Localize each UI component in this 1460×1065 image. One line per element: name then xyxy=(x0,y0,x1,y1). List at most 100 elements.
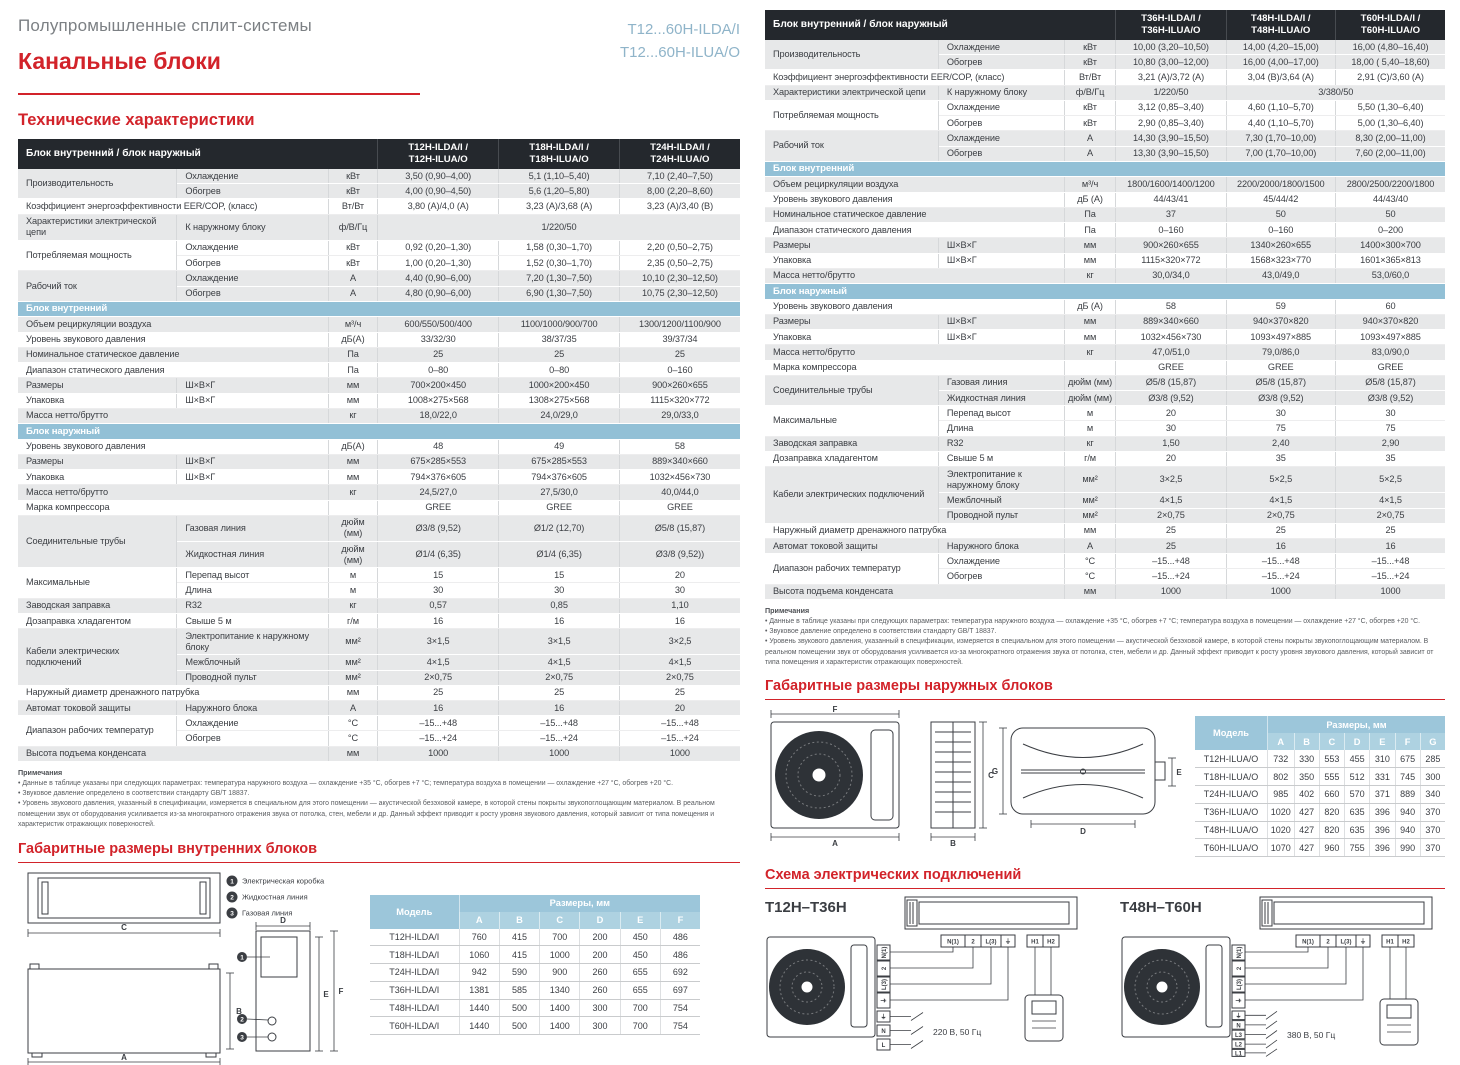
note-item: Данные в таблице указаны при следующих п… xyxy=(18,779,740,789)
table-row: Высота подъема конденсата мм 1000 1000 1000 xyxy=(765,584,1445,600)
cell-value: 4×1,5 xyxy=(619,654,740,671)
row-label: Проводной пульт xyxy=(176,670,329,686)
cell-value: 754 xyxy=(660,1016,700,1036)
cell-value: –15...+48 xyxy=(1115,553,1227,570)
column-header: E xyxy=(1369,733,1396,751)
row-label: Ш×В×Г xyxy=(176,454,329,471)
cell-value: –15...+24 xyxy=(1335,568,1445,585)
cell-value: 18,00 ( 5,40–18,60) xyxy=(1335,54,1445,71)
cell-value: 940 xyxy=(1395,803,1421,822)
cell-value: 4,40 (0,90–6,00) xyxy=(377,270,500,287)
cell-value: T12H-ILDA/I xyxy=(370,928,460,947)
row-label: Электропитание к наружному блоку xyxy=(938,466,1065,494)
cell-value: GREE xyxy=(619,500,740,516)
cell-value: 44/43/41 xyxy=(1115,192,1227,208)
cell-value: 300 xyxy=(579,1016,621,1036)
cell-value: 635 xyxy=(1344,803,1371,822)
table-row: Длина м 30 75 75 xyxy=(765,420,1445,437)
cell-value: 0,57 xyxy=(377,598,500,614)
cell-value: °С xyxy=(1064,568,1117,585)
cell-value: T24H-ILUA/O xyxy=(1195,785,1268,804)
wiring-title-1: T12H–T36H xyxy=(765,899,847,917)
table-row: T18H-ILDA/I 1060 415 1000 200 450 486 xyxy=(370,945,700,965)
cell-value: м³/ч xyxy=(328,316,379,333)
cell-value: 3×2,5 xyxy=(619,628,740,656)
row-label: Размеры xyxy=(765,314,939,331)
column-header: A xyxy=(459,911,500,929)
cell-value: кВт xyxy=(1064,54,1117,71)
cell-value: дюйм (мм) xyxy=(328,515,379,543)
table-row: Блок наружный xyxy=(765,283,1445,300)
cell-value: Па xyxy=(1064,222,1117,239)
notes-right: Примечания Данные в таблице указаны при … xyxy=(765,606,1445,669)
column-header: T48H-ILDA/I / T48H-ILUA/O xyxy=(1226,10,1336,40)
column-header: T12H-ILDA/I / T12H-ILUA/O xyxy=(377,139,500,169)
cell-value: 2200/2000/1800/1500 xyxy=(1226,176,1336,193)
row-label: Марка компрессора xyxy=(18,500,329,516)
cell-value: 10,75 (2,30–12,50) xyxy=(619,286,740,302)
table-row: Высота подъема конденсата мм 1000 1000 1000 xyxy=(18,746,740,762)
cell-value: 25 xyxy=(498,685,620,702)
table-row: Уровень звукового давления дБ(А) 33/32/30 3… xyxy=(18,332,740,348)
cell-value: 5,50 (1,30–6,40) xyxy=(1335,100,1445,117)
cell-value: 25 xyxy=(498,347,620,364)
section-title-outdoor-dims: Габаритные размеры наружных блоков xyxy=(765,678,1445,701)
table-row: Заводская заправка R32 кг 0,57 0,85 1,10 xyxy=(18,598,740,614)
dim-label-c: C xyxy=(988,771,994,780)
row-label: Блок наружный xyxy=(765,283,1445,300)
cell-value: 285 xyxy=(1420,750,1445,769)
cell-value: мм xyxy=(1064,314,1117,331)
cell-value: 371 xyxy=(1369,785,1396,804)
table-row: Уровень звукового давления дБ (А) 44/43/41… xyxy=(765,192,1445,208)
cell-value: 16 xyxy=(377,613,500,630)
cell-value: 370 xyxy=(1420,803,1445,822)
cell-value: 0–80 xyxy=(498,362,620,379)
cell-value: 1,58 (0,30–1,70) xyxy=(498,240,620,257)
dim-label-e: E xyxy=(323,990,329,999)
cell-value: 1308×275×568 xyxy=(498,393,620,409)
cell-value: 14,00 (4,20–15,00) xyxy=(1226,39,1336,56)
row-label: Высота подъема конденсата xyxy=(765,584,1065,600)
table-row: T12H-ILDA/I 760 415 700 200 450 486 xyxy=(370,928,700,947)
row-label: Характеристики электрической цепи xyxy=(765,85,939,101)
cell-value: 83,0/90,0 xyxy=(1335,344,1445,361)
cell-value: 1/220/50 xyxy=(1115,85,1227,101)
table-row: Производительность Охлаждение кВт 10,00 (3,… xyxy=(765,39,1445,71)
legend-num-3: 3 xyxy=(230,910,234,917)
cell-value: кВт xyxy=(1064,39,1117,56)
table-row: Соединительные трубы Газовая линия дюйм (м… xyxy=(18,515,740,569)
cell-value: 555 xyxy=(1319,767,1346,786)
table-row: Обогрев °С –15...+24 –15...+24 –15...+24 xyxy=(765,568,1445,585)
row-label: Диапазон рабочих температур xyxy=(18,715,178,747)
table-row: T24H-ILUA/O 985 402 660 570 371 889 340 xyxy=(1195,785,1445,804)
table-row: T36H-ILUA/O 1020 427 820 635 396 940 370 xyxy=(1195,803,1445,822)
cell-value: мм xyxy=(1064,523,1117,539)
row-label: R32 xyxy=(938,436,1065,452)
cell-value: 802 xyxy=(1267,767,1295,786)
cell-value: 570 xyxy=(1344,785,1371,804)
indoor-dimensions-table: Модель Размеры, мм A B C D E F T12H-ILDA/I 760 415… xyxy=(370,894,700,1036)
row-label: Ш×В×Г xyxy=(938,253,1065,269)
cell-value: м³/ч xyxy=(1064,176,1117,193)
row-label: Свыше 5 м xyxy=(176,613,329,630)
cell-value: 396 xyxy=(1369,803,1396,822)
row-label: Объем рециркуляции воздуха xyxy=(18,316,329,333)
cell-value: 48 xyxy=(377,439,500,455)
dim-label-f: F xyxy=(339,987,344,996)
column-header: B xyxy=(1294,733,1320,751)
terminal-ground-icon: ⏚ xyxy=(1236,998,1243,1004)
cell-value: кВт xyxy=(1064,115,1117,132)
cell-value: °С xyxy=(328,715,379,732)
cell-value: 889×340×660 xyxy=(1115,314,1227,331)
cell-value: 1100/1000/900/700 xyxy=(498,316,620,333)
header-divider xyxy=(18,93,420,95)
row-label: Масса нетто/брутто xyxy=(18,408,329,424)
note-item: Звуковое давление определено в соответст… xyxy=(18,789,740,799)
cell-value: кВт xyxy=(328,240,379,257)
cell-value: мм xyxy=(1064,253,1117,269)
cell-value: –15...+24 xyxy=(1226,568,1336,585)
indoor-unit-dimensions-diagram: C A B 1 2 3 Электрическая коробка xyxy=(27,872,344,1065)
interconnect-wires xyxy=(1245,947,1364,1001)
table-row: Максимальные Перепад высот м 15 15 20 xyxy=(18,567,740,599)
cell-value: 990 xyxy=(1395,838,1421,858)
